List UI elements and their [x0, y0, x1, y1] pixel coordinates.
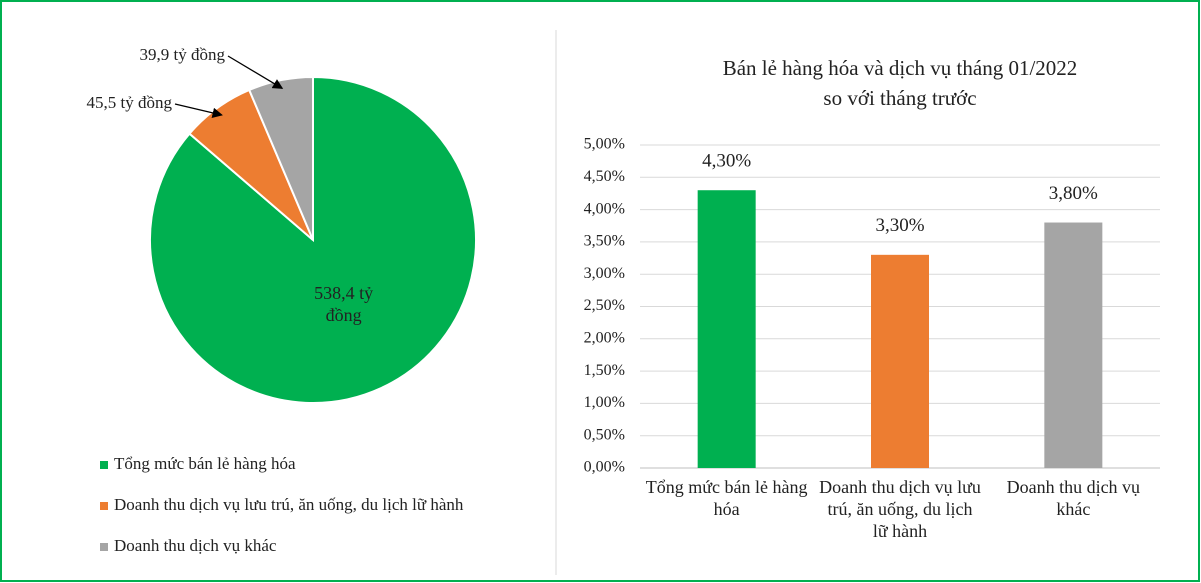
y-tick-label: 0,00% [584, 459, 625, 476]
y-tick-label: 3,50% [584, 233, 625, 250]
y-tick-label: 4,00% [584, 200, 625, 217]
pie-value-label: 538,4 tỷ đồng [314, 282, 374, 325]
y-tick-label: 1,50% [584, 362, 625, 379]
pie-value-label: 45,5 tỷ đồng [87, 93, 173, 112]
leader-arrow [227, 55, 284, 89]
chart-title: Bán lẻ hàng hóa và dịch vụ tháng 01/2022 [723, 56, 1078, 80]
legend-swatch [100, 543, 108, 551]
x-tick-label: Doanh thu dịch vụ lưu trú, ăn uống, du l… [819, 477, 981, 541]
value-label: 3,80% [1049, 183, 1098, 204]
legend-label: Doanh thu dịch vụ khác [114, 536, 277, 555]
y-tick-label: 2,00% [584, 329, 625, 346]
legend-label: Tổng mức bán lẻ hàng hóa [114, 454, 296, 473]
legend-label: Doanh thu dịch vụ lưu trú, ăn uống, du l… [114, 495, 464, 514]
chart-title: so với tháng trước [823, 86, 976, 110]
legend-swatch [100, 502, 108, 510]
y-tick-label: 5,00% [584, 136, 625, 153]
value-label: 3,30% [875, 215, 924, 236]
y-tick-label: 0,50% [584, 426, 625, 443]
leader-arrow [174, 103, 223, 118]
bar [697, 190, 756, 468]
legend-swatch [100, 461, 108, 469]
x-tick-label: Doanh thu dịch vụ khác [1006, 477, 1141, 519]
value-label: 4,30% [702, 151, 751, 172]
y-tick-label: 3,00% [584, 265, 625, 282]
bar [871, 254, 929, 468]
y-tick-label: 4,50% [584, 168, 625, 185]
bar [1044, 222, 1103, 468]
pie-value-label: 39,9 tỷ đồng [140, 45, 226, 64]
y-tick-label: 1,00% [584, 394, 625, 411]
y-tick-label: 2,50% [584, 297, 625, 314]
pie-slice [149, 75, 477, 404]
x-tick-label: Tổng mức bán lẻ hàng hóa [645, 477, 808, 519]
